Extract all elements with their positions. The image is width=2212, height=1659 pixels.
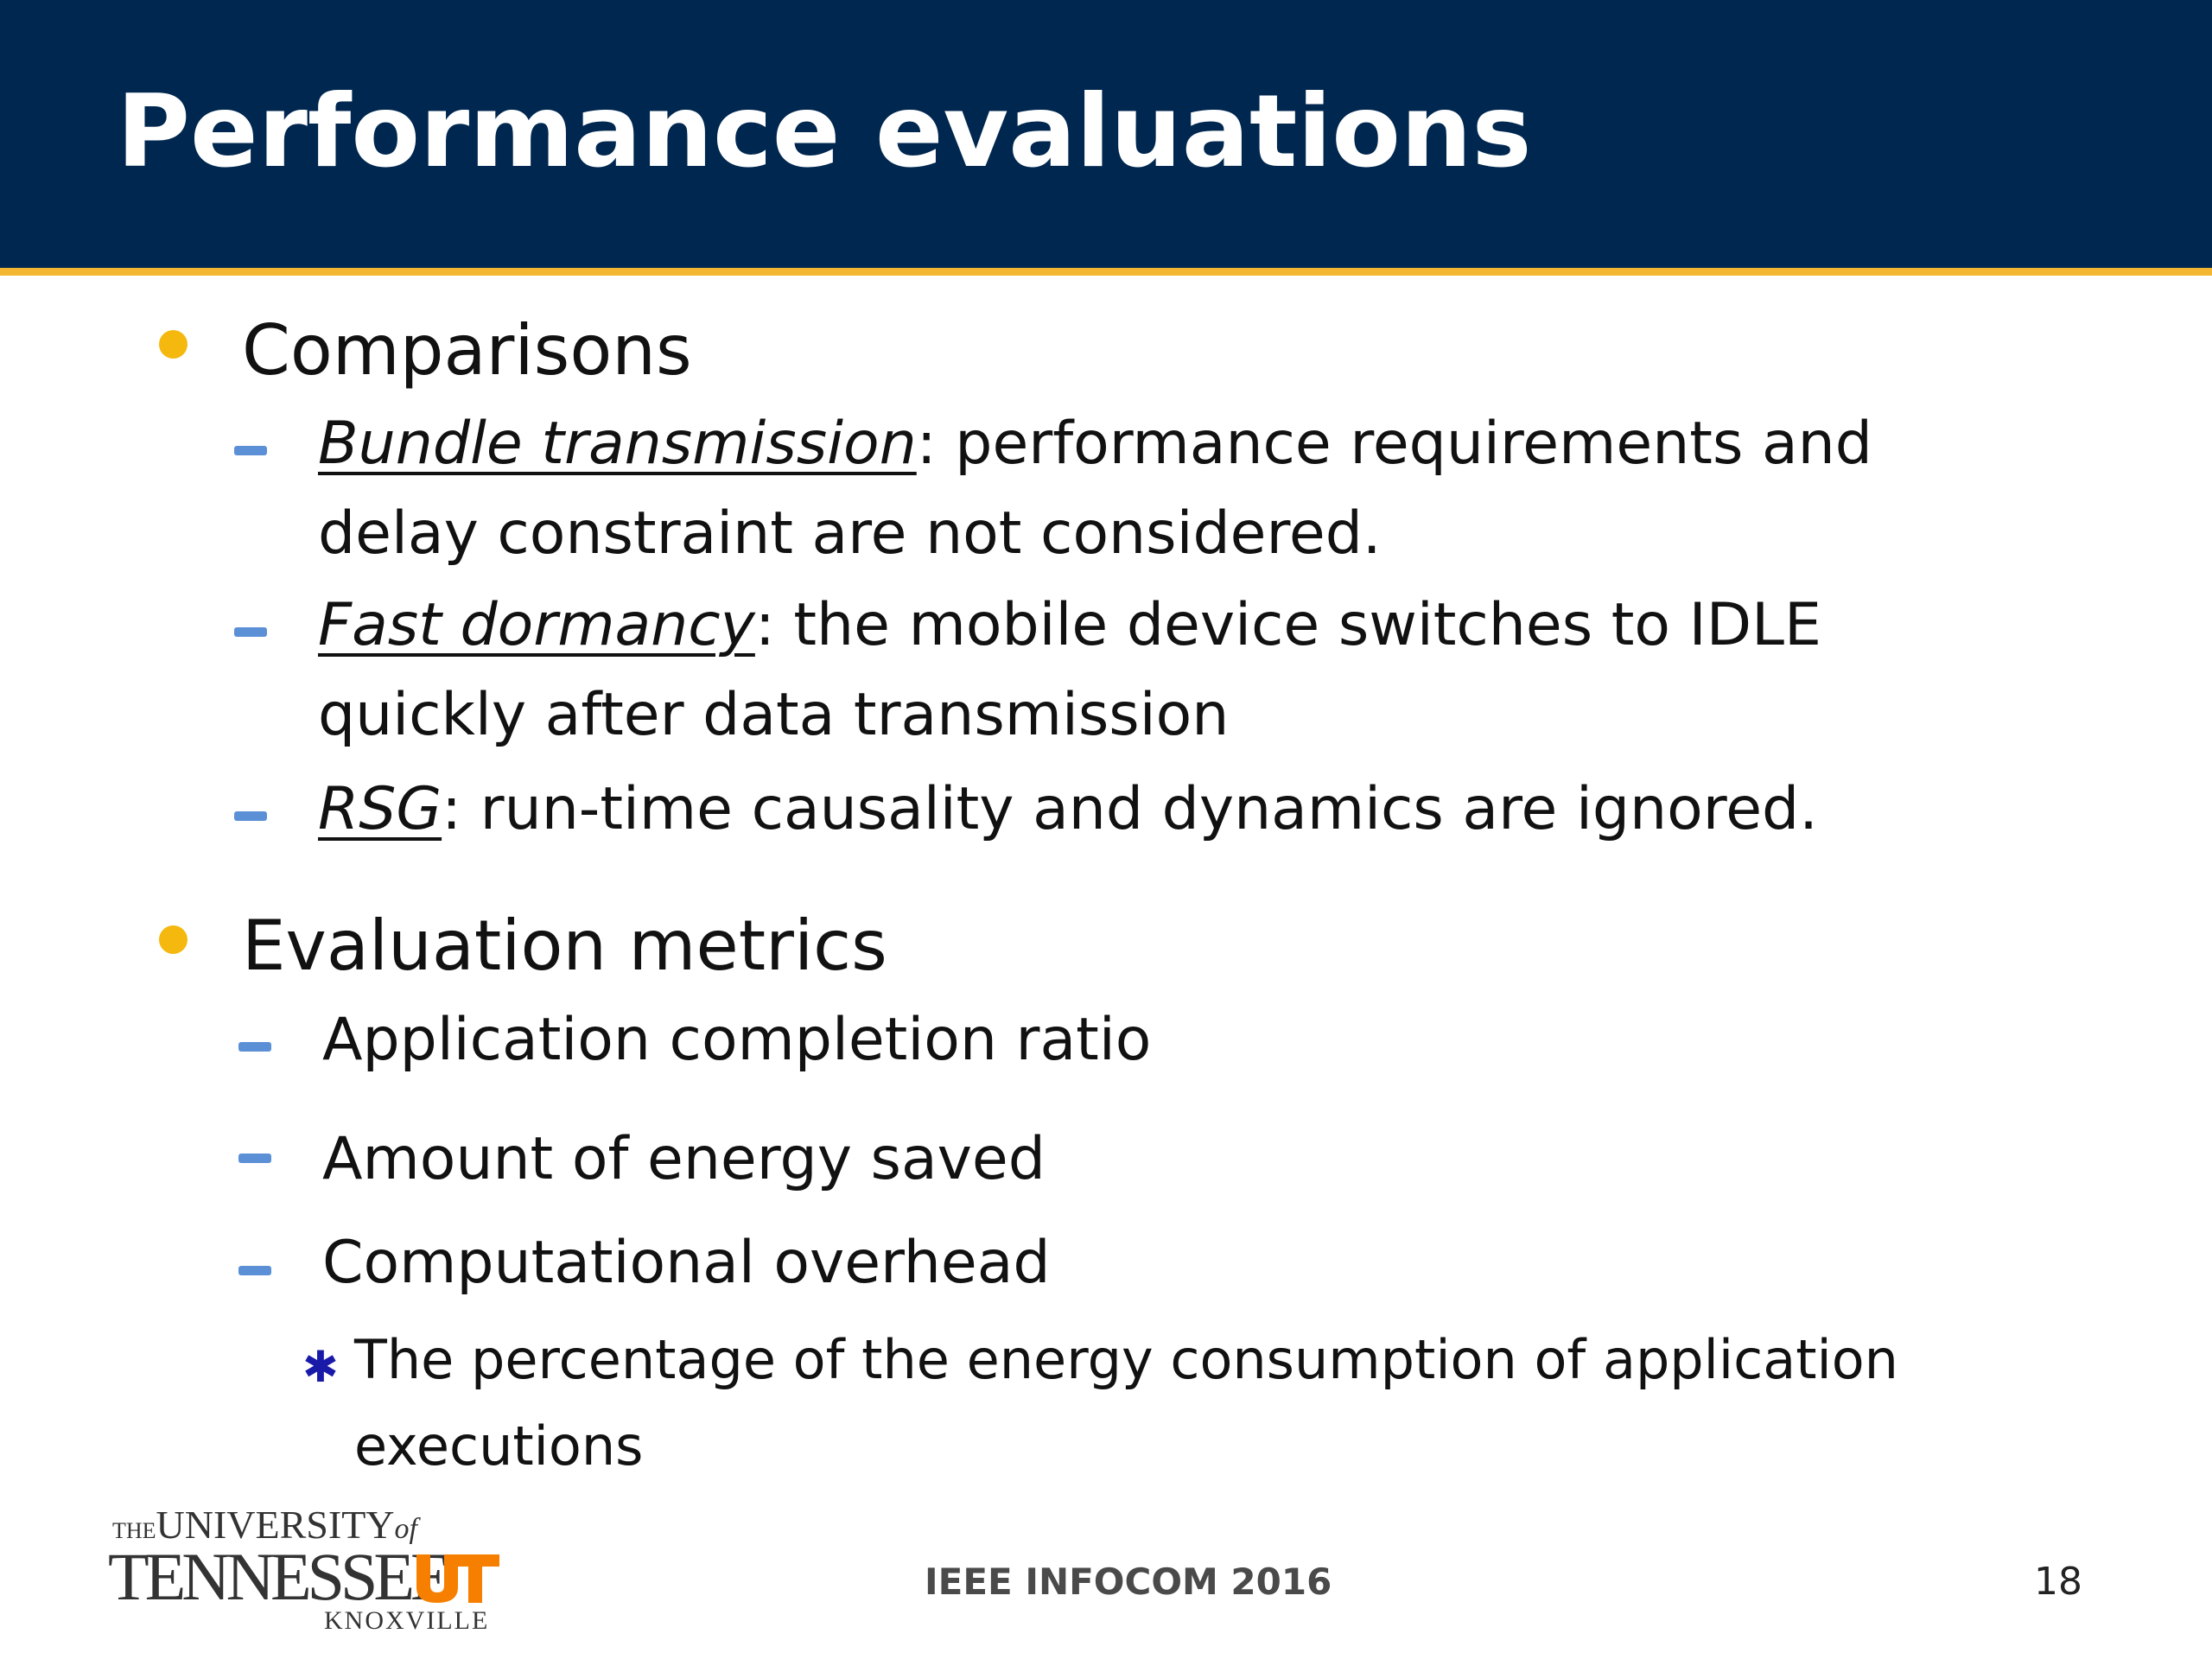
logo-wordmark: TENNESSEE [108, 1539, 452, 1614]
comparison-item-fast-dormancy: Fast dormancy: the mobile device switche… [318, 581, 1986, 760]
conference-name: IEEE INFOCOM 2016 [925, 1560, 1332, 1603]
dash-bullet-icon [238, 1266, 271, 1275]
slide-title: Performance evaluations [117, 73, 1532, 190]
dash-bullet-icon [234, 446, 267, 455]
dash-bullet-icon [234, 627, 267, 637]
section-heading-comparisons: Comparisons [242, 310, 692, 391]
star-bullet-icon: ✱ [302, 1342, 339, 1392]
comparison-description: : the mobile device switches to IDLE qui… [318, 591, 1821, 749]
university-logo: THEUNIVERSITYof TENNESSEE KNOXVILLE [108, 1503, 499, 1635]
dash-bullet-icon [234, 811, 267, 821]
comparison-description: : performance requirements and delay con… [318, 410, 1872, 568]
comparison-item-bundle: Bundle transmission: performance require… [318, 399, 1986, 579]
logo-city: KNOXVILLE [324, 1606, 490, 1635]
metric-item: Amount of energy saved [322, 1125, 1046, 1193]
comparison-term: Fast dormancy [318, 591, 755, 659]
ut-monogram-icon [416, 1554, 499, 1603]
comparison-description: : run-time causality and dynamics are ig… [442, 775, 1818, 843]
dash-bullet-icon [238, 1154, 271, 1163]
metric-subitem: The percentage of the energy consumption… [354, 1328, 1898, 1478]
metric-item: Computational overhead [322, 1229, 1051, 1297]
section-heading-evaluation-metrics: Evaluation metrics [242, 906, 887, 986]
title-bar [0, 0, 2212, 268]
dash-bullet-icon [238, 1042, 271, 1052]
title-underline-rule [0, 268, 2212, 276]
comparison-term: RSG [318, 775, 442, 843]
bullet-icon [159, 330, 188, 359]
page-number: 18 [2034, 1560, 2082, 1604]
bullet-icon [159, 925, 188, 954]
metric-item: Application completion ratio [322, 1006, 1152, 1074]
comparison-item-rsg: RSG: run-time causality and dynamics are… [318, 765, 1986, 855]
comparison-term: Bundle transmission [318, 410, 917, 478]
logo-top-line: THEUNIVERSITYof [112, 1503, 417, 1547]
